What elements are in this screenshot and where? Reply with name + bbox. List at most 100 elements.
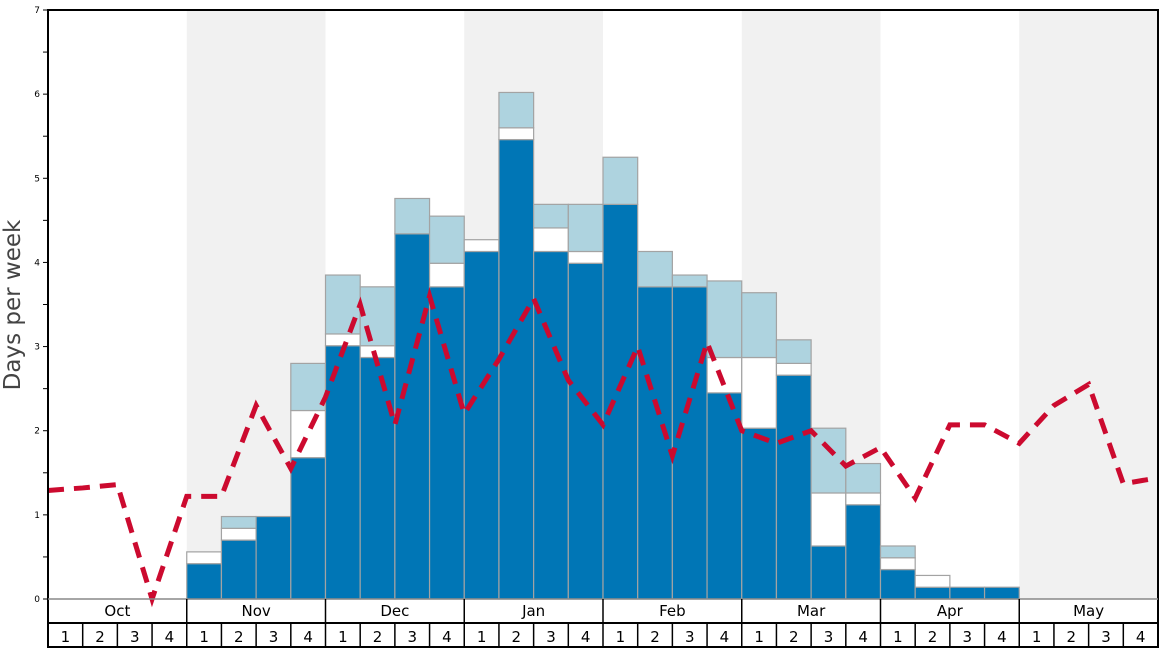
week-label: 2 [234,628,244,646]
bar-base-w8 [290,457,327,600]
bar-middle-w21 [741,356,778,429]
bar-base-w10 [359,356,396,600]
bar-top-w25 [879,545,916,559]
bar-base-w9 [324,345,361,600]
month-label-feb: Feb [659,602,686,620]
week-label: 1 [338,628,348,646]
week-label: 1 [893,628,903,646]
bar-top-w23 [810,427,847,494]
bar-base-w14 [498,138,535,600]
y-tick-label: 4 [34,258,40,268]
axes: 0 1 2 3 4 5 6 7 Oct 1 2 3 4 Nov 1 2 3 4 Dec 1 2 3 4 Jan 1 2 3 4 Feb 1… [34,6,1159,648]
week-label: 1 [616,628,626,646]
bar-top-w16 [567,203,604,253]
bar-middle-w20 [706,356,743,394]
bar-top-w19 [671,274,708,288]
bar-middle-w8 [290,409,327,459]
shade-may [1019,10,1158,599]
bar-top-w11 [394,197,431,235]
week-label: 2 [928,628,938,646]
week-label: 3 [824,628,834,646]
week-label: 1 [61,628,71,646]
week-label: 4 [581,628,591,646]
y-tick-label: 3 [34,343,40,353]
y-tick-label: 2 [34,427,40,437]
bar-base-w7 [255,515,292,600]
bar-base-w28 [983,586,1020,600]
bar-middle-w15 [533,227,569,253]
bars [186,91,1020,600]
bar-top-w18 [637,250,673,288]
month-label-nov: Nov [241,602,270,620]
y-tick-label: 1 [34,511,40,521]
week-label: 1 [199,628,209,646]
bar-top-w14 [498,91,535,129]
week-label: 3 [685,628,695,646]
month-label-oct: Oct [104,602,130,620]
bar-base-w23 [810,545,847,600]
week-label: 4 [858,628,868,646]
bar-top-w15 [533,203,569,229]
week-label: 4 [165,628,175,646]
bar-middle-w23 [810,492,847,547]
month-label-jan: Jan [521,602,545,620]
dashed-line [47,286,1159,608]
bar-top-w10 [359,286,396,347]
bar-base-w18 [637,286,673,600]
bar-base-w11 [394,233,431,600]
bar-top-w22 [775,339,812,364]
bar-middle-w12 [428,262,465,288]
bar-base-w25 [879,568,916,600]
week-label: 3 [407,628,417,646]
bar-middle-w26 [914,574,951,588]
bar-top-w20 [706,280,743,359]
bar-middle-w6 [220,527,257,541]
y-tick-label: 6 [34,90,40,100]
month-label-may: May [1073,602,1104,620]
bar-middle-w16 [567,250,604,264]
bar-base-w21 [741,427,778,600]
y-tick-label: 7 [34,6,40,16]
week-label: 3 [546,628,556,646]
bar-base-w15 [533,250,569,600]
week-label: 3 [130,628,140,646]
month-label-mar: Mar [797,602,826,620]
week-label: 1 [477,628,487,646]
month-label-apr: Apr [937,602,964,620]
bar-base-w24 [845,504,882,600]
bar-middle-w22 [775,362,812,376]
bar-base-w6 [220,539,257,600]
bar-top-w21 [741,292,778,359]
week-label: 3 [962,628,972,646]
bar-base-w16 [567,262,604,600]
week-label: 4 [720,628,730,646]
week-label: 1 [1032,628,1042,646]
bar-top-w17 [602,156,639,205]
week-label: 2 [95,628,105,646]
bar-middle-w24 [845,492,882,506]
week-label: 2 [789,628,799,646]
bar-middle-w5 [186,551,223,565]
bar-base-w13 [463,250,500,600]
bar-middle-w25 [879,557,916,571]
bar-base-w26 [914,586,951,600]
month-label-dec: Dec [380,602,409,620]
week-label: 4 [442,628,452,646]
bar-top-w6 [220,515,257,529]
bar-top-w24 [845,462,882,494]
dashed-series-line [47,286,1159,608]
bar-middle-w14 [498,127,535,141]
y-tick-label: 0 [34,595,40,605]
y-axis-label: Days per week [0,219,26,390]
week-label: 2 [512,628,522,646]
bar-base-w12 [428,286,465,600]
week-label: 3 [1101,628,1111,646]
bar-base-w19 [671,286,708,600]
week-label: 2 [1067,628,1077,646]
week-label: 2 [373,628,383,646]
week-label: 4 [997,628,1007,646]
bar-middle-w13 [463,239,500,253]
bar-base-w5 [186,563,223,600]
week-label: 4 [1136,628,1146,646]
